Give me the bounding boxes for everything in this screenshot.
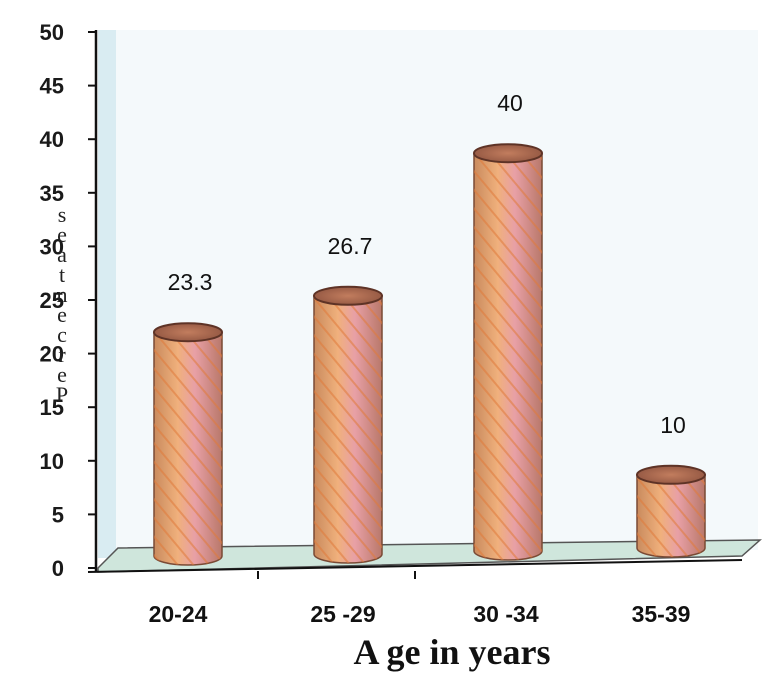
bar-hatch [154, 332, 222, 565]
x-axis-line [87, 559, 743, 573]
y-axis-title-letter: a [57, 242, 67, 267]
x-tick-label: 20-24 [149, 601, 208, 627]
x-tick-label: 25 -29 [310, 601, 375, 627]
bar-hatch [637, 474, 705, 557]
bar-top-cap [473, 143, 543, 164]
y-tick-label: 5 [52, 502, 64, 527]
x-axis-tick-labels: 20-24 25 -29 30 -34 35-39 [149, 571, 691, 627]
data-label: 23.3 [168, 269, 213, 295]
y-tick-label: 50 [40, 20, 64, 45]
y-axis-title-letter: c [57, 322, 67, 347]
data-label: 40 [497, 90, 523, 116]
y-tick-label: 35 [40, 181, 64, 206]
bar [153, 322, 223, 566]
y-tick-label: 0 [52, 556, 64, 581]
x-axis-title: A ge in years [354, 632, 551, 672]
y-axis-title-letter: t [59, 262, 65, 287]
bar-top-cap [313, 285, 383, 306]
bar-hatch [474, 153, 542, 560]
data-label: 10 [660, 412, 686, 438]
x-tick-label: 30 -34 [473, 601, 538, 627]
y-axis-title-letter: e [57, 362, 67, 387]
data-label: 26.7 [328, 233, 373, 259]
y-tick-label: 30 [40, 234, 64, 259]
y-tick-label: 45 [40, 74, 64, 99]
y-tick-label: 15 [40, 395, 64, 420]
bar [636, 464, 706, 558]
bars-group: 23.3 26.7 40 10 [153, 90, 706, 566]
y-axis-title-letter: e [57, 222, 67, 247]
y-axis-ticks: 0 5 10 15 20 25 30 35 40 45 50 [40, 20, 96, 581]
y-tick-label: 20 [40, 342, 64, 367]
y-tick-label: 40 [40, 127, 64, 152]
y-axis-title-letter: n [57, 282, 68, 307]
bar [313, 285, 383, 564]
x-tick-label: 35-39 [632, 601, 691, 627]
y-axis-title-letter: P [56, 382, 68, 407]
bar-top-cap [153, 322, 223, 343]
bar [473, 143, 543, 561]
y-axis-title-letter: e [57, 302, 67, 327]
bar-hatch [314, 295, 382, 563]
y-tick-label: 10 [40, 449, 64, 474]
y-tick-label: 25 [40, 288, 64, 313]
bar-top-cap [636, 464, 706, 485]
chart-side-wall [98, 30, 116, 558]
y-axis-title-letter: s [58, 202, 67, 227]
y-axis-title-letter: r [58, 342, 66, 367]
